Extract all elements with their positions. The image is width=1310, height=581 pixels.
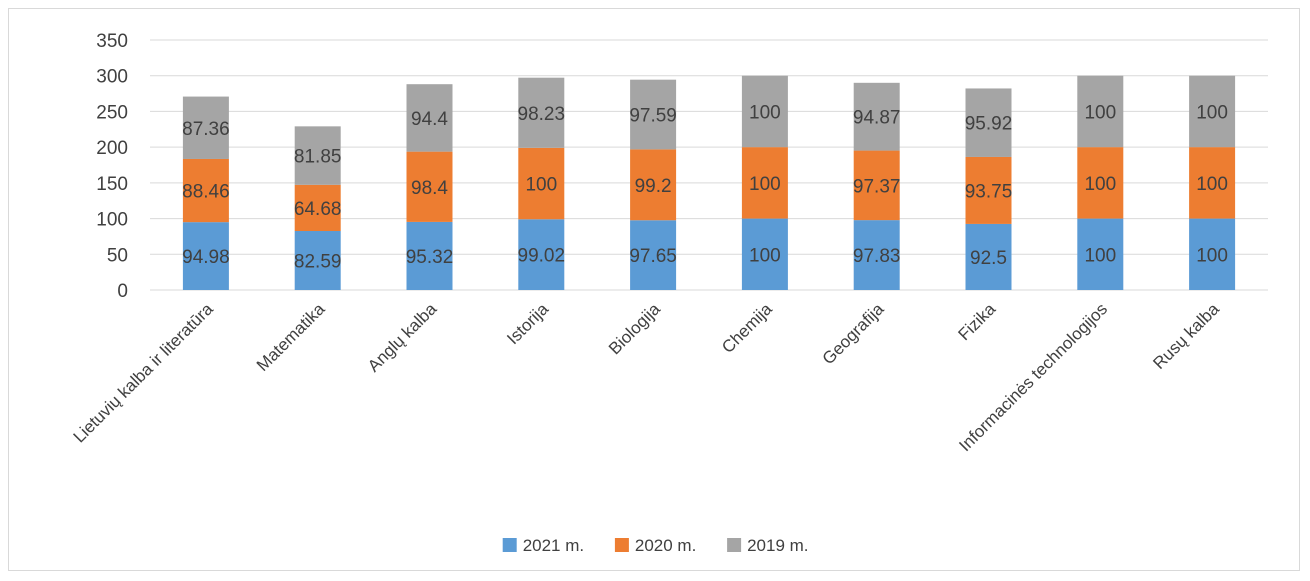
data-label: 95.92: [965, 114, 1013, 135]
x-tick-label: Matematika: [253, 299, 329, 375]
data-label: 98.4: [411, 178, 448, 199]
bar-segment[interactable]: [741, 218, 788, 290]
x-axis: Lietuvių kalba ir literatūra Matematika An…: [70, 299, 1224, 455]
y-tick-label: 50: [107, 245, 128, 266]
bar-segment[interactable]: [630, 220, 677, 290]
bar-segment[interactable]: [965, 88, 1012, 157]
data-label: 100: [1084, 245, 1116, 266]
data-label: 100: [749, 245, 781, 266]
bar-segment[interactable]: [518, 219, 565, 290]
legend-item[interactable]: 2020 m.: [614, 536, 696, 555]
data-label: 100: [525, 175, 557, 196]
y-tick-label: 0: [117, 281, 128, 302]
legend-label: 2021 m.: [523, 536, 584, 555]
data-label: 100: [749, 174, 781, 195]
bar-segment[interactable]: [741, 75, 788, 148]
data-label: 82.59: [294, 252, 342, 273]
bars: [182, 75, 1236, 290]
legend-swatch: [614, 538, 629, 552]
bar-segment[interactable]: [741, 147, 788, 219]
legend-swatch: [502, 538, 517, 552]
bar-segment[interactable]: [182, 96, 229, 159]
bar-segment[interactable]: [853, 150, 900, 221]
data-label: 100: [1196, 174, 1228, 195]
data-label: 87.36: [182, 119, 230, 140]
data-label: 99.02: [518, 246, 566, 267]
data-label: 97.37: [853, 176, 901, 197]
bar-segment[interactable]: [853, 82, 900, 151]
data-label: 100: [1196, 245, 1228, 266]
bar-segment[interactable]: [294, 126, 341, 185]
legend-swatch: [727, 538, 742, 552]
bar-segment[interactable]: [630, 149, 677, 221]
data-label: 94.87: [853, 108, 901, 129]
bar-segment[interactable]: [1077, 218, 1124, 290]
data-label: 92.5: [970, 248, 1007, 269]
bar-segment[interactable]: [965, 223, 1012, 290]
bar-segment[interactable]: [1189, 147, 1236, 219]
x-tick-label: Lietuvių kalba ir literatūra: [70, 299, 217, 446]
legend-label: 2019 m.: [747, 536, 808, 555]
y-tick-label: 150: [96, 174, 128, 195]
data-label: 64.68: [294, 199, 342, 220]
x-tick-label: Chemija: [718, 299, 776, 357]
bar-segment[interactable]: [965, 156, 1012, 224]
bar-segment[interactable]: [182, 222, 229, 290]
data-label: 100: [1084, 174, 1116, 195]
data-labels: 94.98 88.46 87.36 82.59 64.68 81.85 95.32 98.4 9…: [182, 102, 1228, 272]
data-label: 97.59: [629, 106, 677, 127]
bar-segment[interactable]: [294, 184, 341, 232]
legend-item[interactable]: 2019 m.: [727, 536, 809, 555]
legend-label: 2020 m.: [635, 536, 696, 555]
data-label: 98.23: [518, 104, 566, 125]
y-tick-label: 300: [96, 67, 128, 88]
data-label: 94.4: [411, 109, 448, 130]
legend[interactable]: 2021 m. 2020 m. 2019 m.: [502, 536, 809, 555]
bar-segment[interactable]: [630, 79, 677, 150]
y-axis: 0 50 100 150 200 250 300 350: [96, 31, 128, 302]
data-label: 97.83: [853, 246, 901, 267]
bar-segment[interactable]: [406, 221, 453, 290]
y-tick-label: 100: [96, 210, 128, 231]
data-label: 81.85: [294, 147, 342, 168]
data-label: 93.75: [965, 181, 1013, 202]
data-label: 100: [749, 102, 781, 123]
data-label: 94.98: [182, 247, 230, 268]
bar-segment[interactable]: [406, 84, 453, 152]
bar-segment[interactable]: [853, 220, 900, 290]
x-tick-label: Biologija: [605, 299, 664, 358]
bar-segment[interactable]: [406, 151, 453, 222]
x-tick-label: Geografija: [819, 299, 888, 368]
bar-segment[interactable]: [1077, 75, 1124, 148]
data-label: 88.46: [182, 182, 230, 203]
data-label: 95.32: [406, 247, 454, 268]
bar-segment[interactable]: [1077, 147, 1124, 219]
bar-segment[interactable]: [1189, 218, 1236, 290]
data-label: 97.65: [629, 246, 677, 267]
bar-segment[interactable]: [1189, 75, 1236, 148]
y-tick-label: 250: [96, 102, 128, 123]
x-tick-label: Istorija: [503, 299, 552, 348]
bar-segment[interactable]: [182, 158, 229, 223]
data-label: 99.2: [635, 176, 672, 197]
x-tick-label: Anglų kalba: [364, 299, 441, 376]
bar-segment[interactable]: [294, 231, 341, 290]
x-tick-label: Rusų kalba: [1149, 299, 1223, 373]
data-label: 100: [1084, 102, 1116, 123]
bar-segment[interactable]: [518, 77, 565, 148]
y-tick-label: 200: [96, 138, 128, 159]
legend-item[interactable]: 2021 m.: [502, 536, 584, 555]
bar-segment[interactable]: [518, 147, 565, 220]
y-tick-label: 350: [96, 31, 128, 52]
x-tick-label: Fizika: [954, 299, 999, 344]
data-label: 100: [1196, 102, 1228, 123]
